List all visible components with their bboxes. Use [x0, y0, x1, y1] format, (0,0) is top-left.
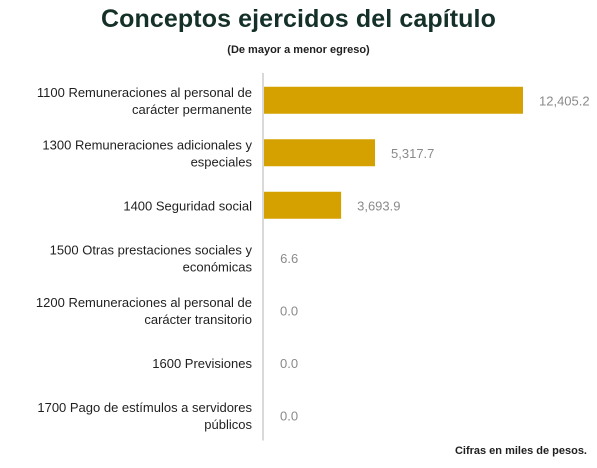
chart-subtitle: (De mayor a menor egreso)	[227, 44, 370, 56]
value-label: 3,693.9	[357, 198, 400, 213]
bar	[264, 139, 376, 167]
category-label-line: 1600 Previsiones	[152, 356, 252, 371]
bar	[264, 86, 523, 114]
value-label: 5,317.7	[391, 146, 434, 161]
category-label-line: públicos	[204, 417, 252, 432]
category-label: 1100 Remuneraciones al personal de caráct…	[37, 85, 252, 117]
category-label-line: 1700 Pago de estímulos a servidores	[37, 400, 252, 415]
category-label-line: especiales	[191, 154, 253, 169]
value-label: 12,405.2	[539, 93, 590, 108]
category-label-line: 1300 Remuneraciones adicionales y	[42, 137, 252, 152]
units-note: Cifras en miles de pesos.	[454, 445, 587, 457]
category-label: 1400 Seguridad social	[123, 198, 252, 213]
category-label-line: 1400 Seguridad social	[123, 198, 252, 213]
category-label: 1500 Otras prestaciones sociales y económ…	[50, 242, 253, 274]
value-label: 0.0	[280, 303, 298, 318]
category-label: 1600 Previsiones	[152, 356, 252, 371]
category-label-line: 1200 Remuneraciones al personal de	[36, 295, 252, 310]
value-label: 0.0	[280, 356, 298, 371]
category-label-line: 1500 Otras prestaciones sociales y	[50, 242, 253, 257]
category-label-line: 1100 Remuneraciones al personal de	[37, 85, 252, 100]
value-label: 6.6	[280, 251, 298, 266]
chart-title: Conceptos ejercidos del capítulo	[101, 5, 496, 33]
bar	[264, 191, 342, 219]
category-label: 1300 Remuneraciones adicionales y especia…	[42, 137, 252, 169]
category-label-line: carácter permanente	[132, 102, 252, 117]
category-label-line: económicas	[183, 259, 253, 274]
category-label: 1700 Pago de estímulos a servidores públi…	[37, 400, 252, 432]
value-label: 0.0	[280, 408, 298, 423]
category-label-line: carácter transitorio	[144, 312, 252, 327]
category-label: 1200 Remuneraciones al personal de caráct…	[36, 295, 252, 327]
